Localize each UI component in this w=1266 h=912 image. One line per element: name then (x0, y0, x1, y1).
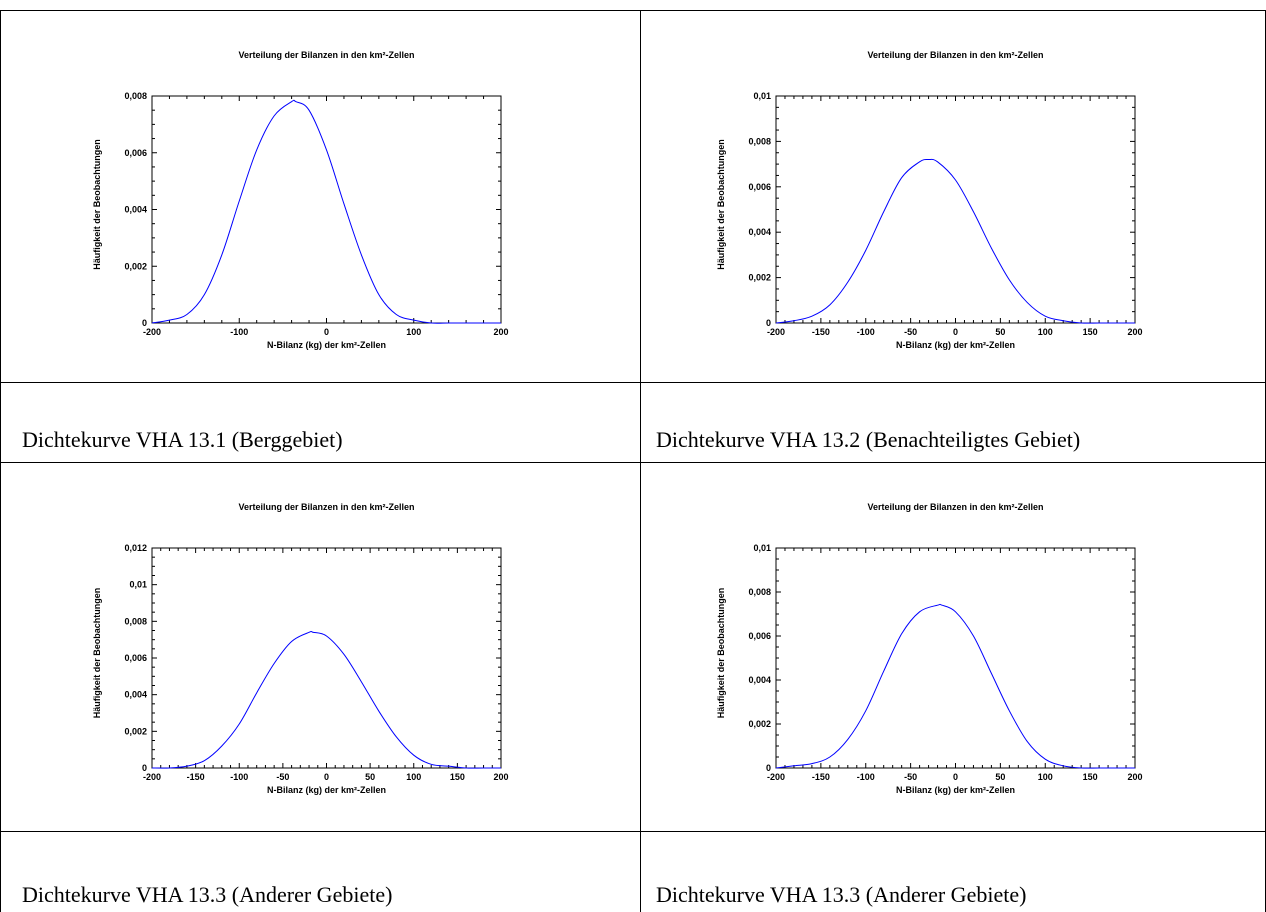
x-tick-label: -200 (767, 772, 785, 782)
x-tick-label: -150 (812, 327, 830, 337)
x-tick-label: 150 (1083, 772, 1098, 782)
x-tick-label: 200 (493, 772, 508, 782)
y-tick-label: 0,01 (753, 91, 771, 101)
density-curve (151, 631, 501, 769)
y-tick-label: 0,008 (748, 136, 771, 146)
x-tick-label: -200 (143, 772, 161, 782)
y-tick-label: 0,004 (748, 675, 771, 685)
caption-3: Dichtekurve VHA 13.3 (Anderer Gebiete) (22, 882, 393, 907)
x-tick-label: -50 (904, 772, 917, 782)
y-axis-label: Häufigkeit der Beobachtungen (92, 139, 102, 270)
y-tick-label: 0,006 (748, 182, 771, 192)
y-tick-label: 0,008 (748, 587, 771, 597)
chart-4: Verteilung der Bilanzen in den km²-Zelle… (716, 502, 1143, 795)
x-tick-label: 100 (406, 772, 421, 782)
x-tick-label: 150 (1083, 327, 1098, 337)
x-tick-label: -100 (230, 327, 248, 337)
y-tick-label: 0,01 (129, 580, 147, 590)
y-axis-label: Häufigkeit der Beobachtungen (716, 139, 726, 270)
x-tick-label: -150 (187, 772, 205, 782)
x-tick-label: 100 (406, 327, 421, 337)
y-tick-label: 0,012 (124, 543, 147, 553)
x-tick-label: 0 (953, 772, 958, 782)
y-tick-label: 0,006 (124, 653, 147, 663)
x-tick-label: -100 (230, 772, 248, 782)
x-tick-label: 0 (953, 327, 958, 337)
chart-title: Verteilung der Bilanzen in den km²-Zelle… (867, 50, 1043, 60)
y-tick-label: 0 (766, 318, 771, 328)
caption-cell-1: Dichtekurve VHA 13.1 (Berggebiet) (0, 382, 641, 463)
plot-frame (775, 547, 1136, 769)
y-axis-label: Häufigkeit der Beobachtungen (92, 588, 102, 719)
density-curve (775, 603, 1135, 769)
y-tick-label: 0,002 (124, 726, 147, 736)
y-tick-label: 0,006 (124, 148, 147, 158)
y-tick-label: 0,008 (124, 91, 147, 101)
x-tick-label: 100 (1038, 772, 1053, 782)
density-curve (775, 158, 1135, 324)
chart-title: Verteilung der Bilanzen in den km²-Zelle… (867, 502, 1043, 512)
y-tick-label: 0 (766, 763, 771, 773)
y-tick-label: 0,002 (124, 261, 147, 271)
x-tick-label: -100 (857, 772, 875, 782)
chart-title: Verteilung der Bilanzen in den km²-Zelle… (238, 50, 414, 60)
y-tick-label: 0,004 (748, 227, 771, 237)
caption-cell-2: Dichtekurve VHA 13.2 (Benachteiligtes Ge… (640, 382, 1266, 463)
x-axis-label: N-Bilanz (kg) der km²-Zellen (267, 340, 386, 350)
x-tick-label: -50 (904, 327, 917, 337)
x-tick-label: 50 (995, 772, 1005, 782)
caption-4: Dichtekurve VHA 13.3 (Anderer Gebiete) (656, 882, 1027, 907)
caption-cell-4: Dichtekurve VHA 13.3 (Anderer Gebiete) (640, 831, 1266, 912)
plot-frame (151, 547, 502, 769)
chart-cell-2: Verteilung der Bilanzen in den km²-Zelle… (640, 10, 1266, 383)
density-curve (151, 99, 501, 324)
chart-cell-1: Verteilung der Bilanzen in den km²-Zelle… (0, 10, 641, 383)
chart-1: Verteilung der Bilanzen in den km²-Zelle… (92, 50, 509, 350)
caption-1: Dichtekurve VHA 13.1 (Berggebiet) (22, 427, 343, 452)
caption-2: Dichtekurve VHA 13.2 (Benachteiligtes Ge… (656, 427, 1081, 452)
x-tick-label: -200 (767, 327, 785, 337)
x-tick-label: 50 (995, 327, 1005, 337)
plot-frame (151, 95, 502, 324)
x-tick-label: 50 (365, 772, 375, 782)
chart-2: Verteilung der Bilanzen in den km²-Zelle… (716, 50, 1143, 350)
chart-cell-4: Verteilung der Bilanzen in den km²-Zelle… (640, 462, 1266, 832)
chart-3: Verteilung der Bilanzen in den km²-Zelle… (92, 502, 509, 795)
x-tick-label: 200 (493, 327, 508, 337)
y-tick-label: 0,008 (124, 616, 147, 626)
x-tick-label: 0 (324, 772, 329, 782)
y-tick-label: 0,002 (748, 273, 771, 283)
x-axis-label: N-Bilanz (kg) der km²-Zellen (896, 785, 1015, 795)
x-tick-label: -150 (812, 772, 830, 782)
y-tick-label: 0,01 (753, 543, 771, 553)
y-tick-label: 0 (142, 763, 147, 773)
y-tick-label: 0 (142, 318, 147, 328)
y-tick-label: 0,004 (124, 205, 147, 215)
y-axis-label: Häufigkeit der Beobachtungen (716, 588, 726, 719)
y-tick-label: 0,002 (748, 719, 771, 729)
chart-title: Verteilung der Bilanzen in den km²-Zelle… (238, 502, 414, 512)
plot-frame (775, 95, 1136, 324)
chart-cell-3: Verteilung der Bilanzen in den km²-Zelle… (0, 462, 641, 832)
caption-cell-3: Dichtekurve VHA 13.3 (Anderer Gebiete) (0, 831, 641, 912)
x-tick-label: 200 (1127, 327, 1142, 337)
x-tick-label: 150 (450, 772, 465, 782)
x-tick-label: 0 (324, 327, 329, 337)
x-tick-label: 200 (1127, 772, 1142, 782)
x-tick-label: -200 (143, 327, 161, 337)
y-tick-label: 0,006 (748, 631, 771, 641)
x-axis-label: N-Bilanz (kg) der km²-Zellen (267, 785, 386, 795)
x-axis-label: N-Bilanz (kg) der km²-Zellen (896, 340, 1015, 350)
x-tick-label: 100 (1038, 327, 1053, 337)
y-tick-label: 0,004 (124, 690, 147, 700)
x-tick-label: -100 (857, 327, 875, 337)
x-tick-label: -50 (276, 772, 289, 782)
